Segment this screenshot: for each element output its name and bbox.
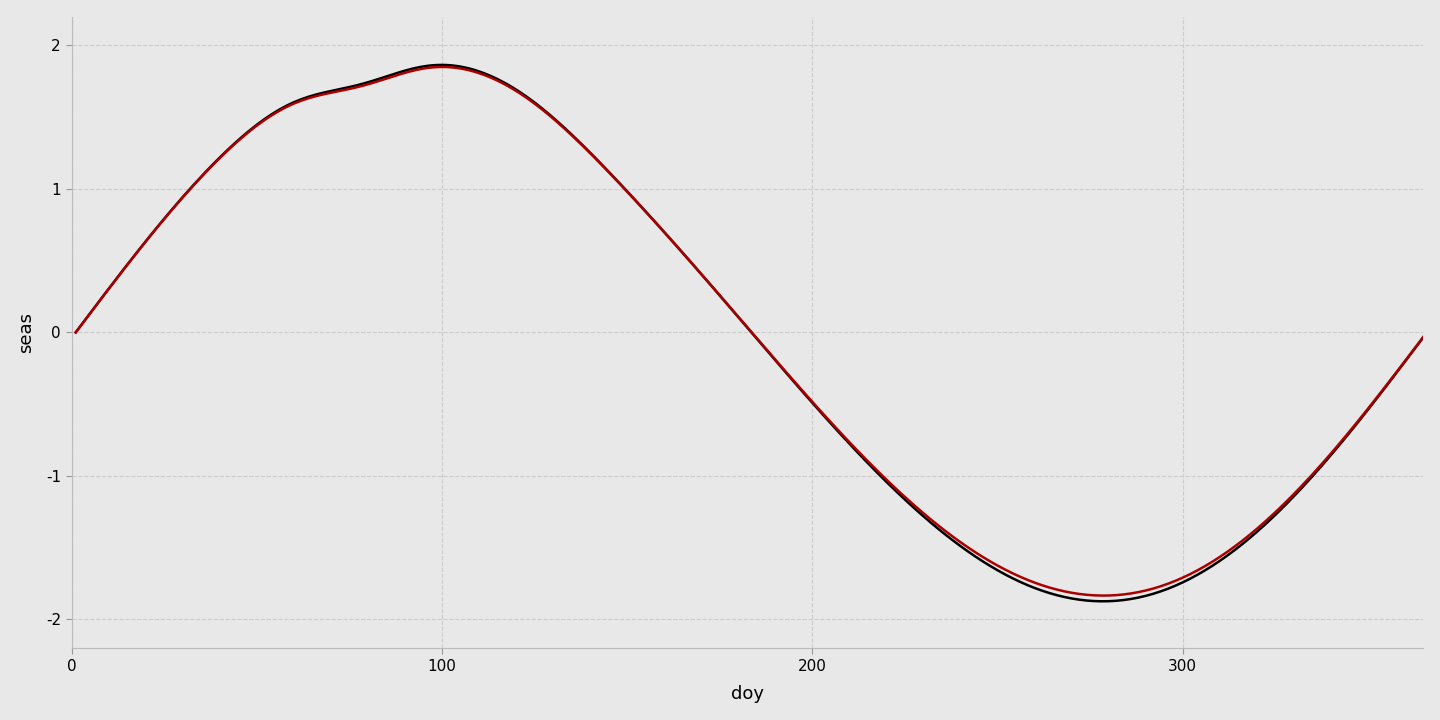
X-axis label: doy: doy bbox=[732, 685, 765, 703]
Y-axis label: seas: seas bbox=[17, 312, 35, 353]
